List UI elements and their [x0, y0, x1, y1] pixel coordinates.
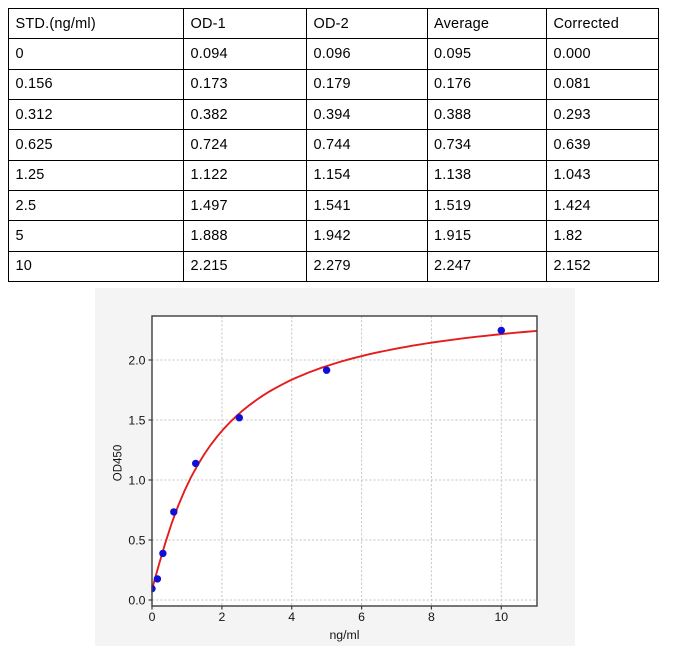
- svg-text:OD450: OD450: [113, 445, 125, 481]
- svg-text:0.0: 0.0: [128, 594, 145, 608]
- svg-text:6: 6: [358, 610, 365, 624]
- svg-text:2: 2: [218, 610, 225, 624]
- svg-text:4: 4: [288, 610, 295, 624]
- svg-text:1.0: 1.0: [128, 474, 145, 488]
- svg-text:1.5: 1.5: [128, 414, 145, 428]
- svg-text:0: 0: [149, 610, 156, 624]
- svg-text:8: 8: [428, 610, 435, 624]
- svg-text:2.0: 2.0: [128, 354, 145, 368]
- svg-text:0.5: 0.5: [128, 534, 145, 548]
- svg-text:ng/ml: ng/ml: [329, 628, 359, 642]
- svg-text:10: 10: [494, 610, 508, 624]
